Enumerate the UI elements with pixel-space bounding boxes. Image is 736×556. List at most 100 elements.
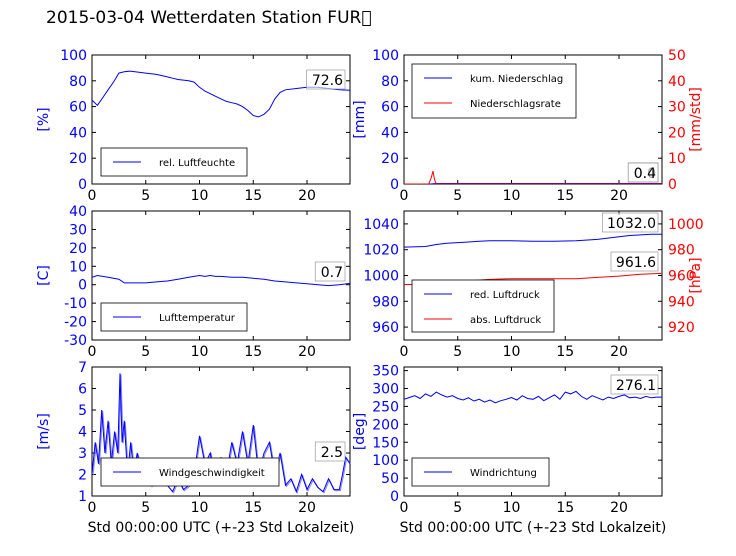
x-tick-label: 5 [453, 188, 462, 204]
x-tick-label: 0 [400, 500, 409, 516]
x-tick-label: 20 [298, 188, 316, 204]
x-tick-label: 0 [88, 500, 97, 516]
y-tick-label: 50 [381, 471, 399, 487]
panel-windspeed: 0 5 10 15 20 1 2 3 4 5 6 7 [m/s] Windgeschwindigkeit 2… [36, 360, 351, 516]
x-tick-label: 15 [244, 500, 262, 516]
last-value: 0.7 [321, 265, 343, 281]
x-tick-label: 5 [141, 344, 150, 360]
x-tick-label: 20 [610, 188, 628, 204]
x-tick-label: 0 [400, 188, 409, 204]
x-tick-label: 20 [298, 344, 316, 360]
y-tick-label: -10 [64, 296, 87, 312]
y2-tick-label: 50 [668, 48, 686, 64]
last-value: 2.5 [321, 445, 343, 461]
y-tick-label: 300 [372, 382, 399, 398]
x-tick-label: 15 [244, 188, 262, 204]
y-axis-label: [C] [36, 265, 52, 286]
y2-tick-label: 980 [668, 243, 695, 259]
legend-label: kum. Niederschlag [470, 74, 563, 85]
y-axis-label: [mm] [352, 100, 368, 138]
series-line-0 [92, 70, 350, 118]
x-tick-label: 15 [244, 344, 262, 360]
y-tick-label: 0 [390, 489, 399, 505]
x-tick-label: 20 [298, 500, 316, 516]
last-value-secondary-box [627, 162, 659, 183]
legend-label: Windgeschwindigkeit [159, 468, 265, 479]
y-tick-label: 350 [372, 364, 399, 380]
x-tick-label: 0 [88, 188, 97, 204]
y-tick-label: 5 [78, 403, 87, 419]
y-tick-label: 250 [372, 399, 399, 415]
y2-tick-label: 960 [668, 269, 695, 285]
legend: red. Luftdruck abs. Luftdruck [411, 279, 555, 333]
legend: Windrichtung [411, 457, 550, 487]
panel-temperature: 0 5 10 15 20 -30 -20 -10 0 10 20 30 40 [C] Lufttempera… [36, 204, 351, 360]
legend-label: rel. Luftfeuchte [159, 158, 235, 169]
x-axis-label-1: Std 00:00:00 UTC (+-23 Std Lokalzeit) [88, 520, 355, 536]
y-tick-label: 100 [60, 48, 87, 64]
y-tick-label: 80 [381, 74, 399, 90]
x-tick-label: 0 [88, 344, 97, 360]
series-line-0 [404, 233, 662, 248]
series-line-0 [92, 274, 350, 287]
y-tick-label: 40 [69, 125, 87, 141]
series-line-0 [404, 390, 662, 404]
y2-tick-label: 30 [668, 100, 686, 116]
y-tick-label: 980 [372, 294, 399, 310]
y-tick-label: 4 [78, 425, 87, 441]
legend-box [411, 63, 577, 119]
x-tick-label: 15 [556, 500, 574, 516]
x-tick-label: 20 [610, 344, 628, 360]
legend-label: Niederschlagsrate [470, 99, 561, 110]
legend-label: Windrichtung [470, 468, 537, 479]
y-tick-label: 7 [78, 360, 87, 376]
last-value: 72.6 [312, 73, 343, 89]
series-line-1 [404, 170, 662, 184]
x-tick-label: 5 [453, 500, 462, 516]
y2-tick-label: 10 [668, 151, 686, 167]
last-value-box [314, 441, 346, 462]
y-tick-label: 20 [381, 151, 399, 167]
y2-tick-label: 0 [668, 177, 677, 193]
y-tick-label: 6 [78, 382, 87, 398]
y-tick-label: 200 [372, 417, 399, 433]
y-tick-label: 100 [372, 453, 399, 469]
legend-label: Lufttemperatur [159, 313, 236, 324]
last-value: 1032.0 [607, 216, 656, 232]
legend: Windgeschwindigkeit [100, 457, 280, 487]
y-tick-label: 60 [381, 100, 399, 116]
legend: rel. Luftfeuchte [100, 147, 248, 177]
legend-label: abs. Luftdruck [470, 315, 541, 326]
y-tick-label: 0 [390, 177, 399, 193]
y-tick-label: 3 [78, 446, 87, 462]
x-tick-label: 10 [191, 188, 209, 204]
y-axis-label: [%] [36, 107, 52, 131]
y2-axis-label: [mm/std] [688, 87, 704, 152]
y-tick-label: 1 [78, 489, 87, 505]
y-tick-label: 60 [69, 100, 87, 116]
legend: Lufttemperatur [100, 302, 248, 332]
last-value-box [610, 374, 659, 395]
last-value-secondary-box [610, 251, 659, 272]
y2-axis-label: [hPa] [688, 257, 704, 293]
x-axis-label-2: Std 00:00:00 UTC (+-23 Std Lokalzeit) [400, 520, 667, 536]
y-tick-label: 40 [381, 125, 399, 141]
panel-winddirection: 0 5 10 15 20050100150200250300350[deg]Windri… [352, 364, 663, 516]
x-tick-label: 10 [503, 500, 521, 516]
y-tick-label: 80 [69, 74, 87, 90]
x-tick-label: 15 [556, 188, 574, 204]
y2-tick-label: 1000 [668, 217, 704, 233]
x-tick-label: 10 [503, 188, 521, 204]
last-value-box [602, 212, 659, 233]
x-tick-label: 15 [556, 344, 574, 360]
legend-label: red. Luftdruck [470, 290, 540, 301]
last-value-secondary: 0.4 [634, 166, 656, 182]
legend-box [411, 279, 555, 333]
y2-tick-label: 40 [668, 74, 686, 90]
y-tick-label: 100 [372, 48, 399, 64]
y-tick-label: 1020 [363, 243, 399, 259]
x-tick-label: 5 [141, 500, 150, 516]
y-tick-label: 1000 [363, 269, 399, 285]
